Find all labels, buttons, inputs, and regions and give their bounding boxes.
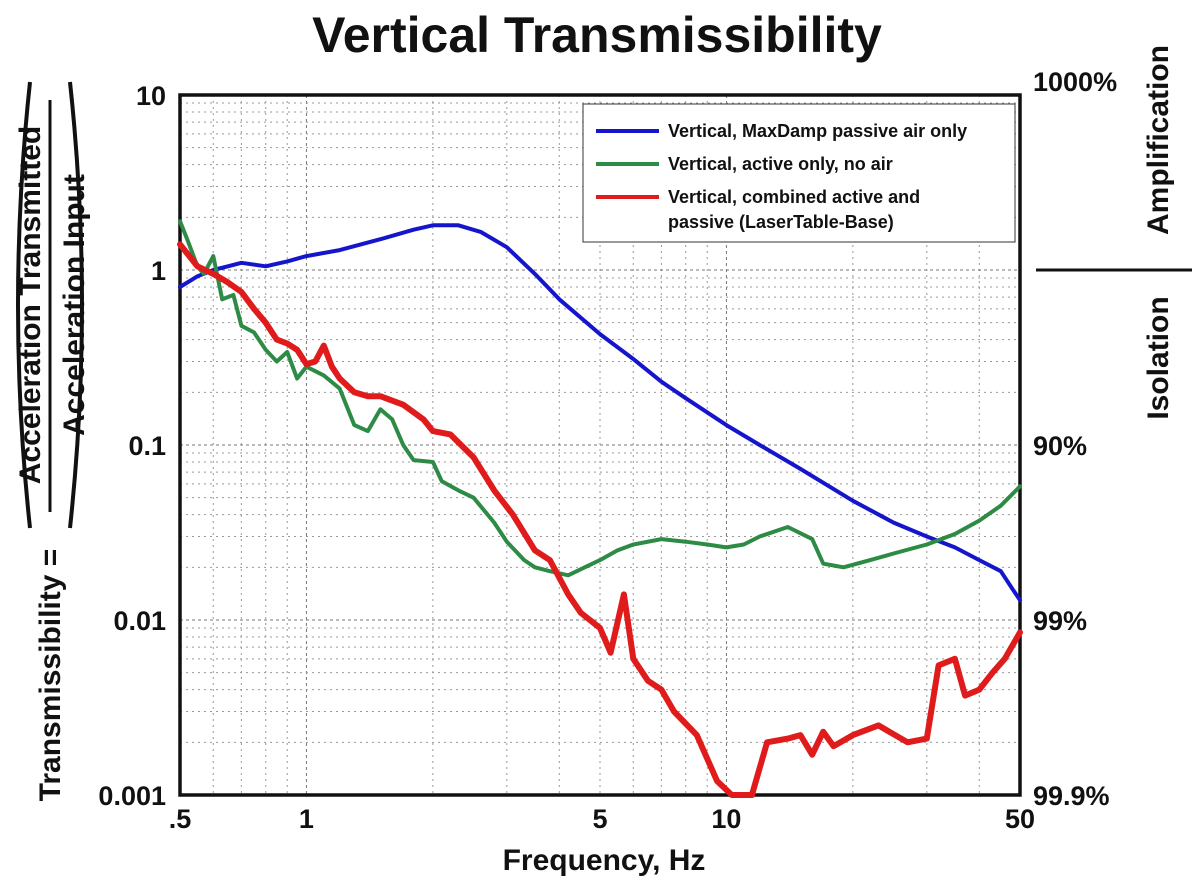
y-tick-labels: 0.001 0.01 0.1 1 10	[98, 81, 166, 811]
x-tick-labels: .5 1 5 10 50	[169, 804, 1035, 834]
legend-label-combined-line1: Vertical, combined active and	[668, 187, 920, 207]
y-axis-label: Transmissibility = Acceleration Transmit…	[14, 81, 91, 802]
series-line-1	[178, 219, 1022, 578]
x-tick-label: 10	[711, 804, 741, 834]
x-axis-label: Frequency, Hz	[503, 844, 706, 877]
series-line-0	[178, 223, 1022, 603]
isolation-label: Isolation	[1142, 296, 1175, 419]
y-tick-label: 0.01	[113, 606, 166, 636]
plot-frame	[178, 93, 1022, 797]
right-axis-label: 1000%	[1033, 67, 1117, 97]
legend-box	[582, 103, 1016, 243]
y-axis-label-denominator: Acceleration Input	[58, 174, 91, 436]
x-tick-label: 50	[1005, 804, 1035, 834]
grid-lines	[180, 95, 1020, 795]
right-paren	[68, 81, 84, 529]
chart-title: Vertical Transmissibility	[312, 7, 882, 63]
right-axis-label: 99.9%	[1033, 781, 1110, 811]
x-tick-label: .5	[169, 804, 192, 834]
legend-label-passive: Vertical, MaxDamp passive air only	[668, 121, 967, 141]
y-axis-label-prefix: Transmissibility =	[34, 549, 67, 802]
x-tick-label: 5	[592, 804, 607, 834]
right-axis-labels: 1000% 90% 99% 99.9%	[1033, 67, 1117, 811]
left-paren	[16, 81, 32, 529]
y-tick-label: 0.1	[128, 431, 166, 461]
right-axis-label: 99%	[1033, 606, 1087, 636]
series-line-2	[177, 241, 1023, 798]
legend-label-active: Vertical, active only, no air	[668, 154, 893, 174]
y-tick-label: 10	[136, 81, 166, 111]
legend-label-combined: Vertical, combined active and passive (La…	[668, 187, 920, 232]
x-tick-label: 1	[299, 804, 314, 834]
amplification-label: Amplification	[1142, 45, 1175, 235]
series-layer	[177, 219, 1023, 798]
y-tick-label: 0.001	[98, 781, 166, 811]
legend-label-combined-line2: passive (LaserTable-Base)	[668, 212, 894, 232]
y-tick-label: 1	[151, 256, 166, 286]
legend: Vertical, MaxDamp passive air only Verti…	[582, 103, 1016, 243]
right-axis-label: 90%	[1033, 431, 1087, 461]
